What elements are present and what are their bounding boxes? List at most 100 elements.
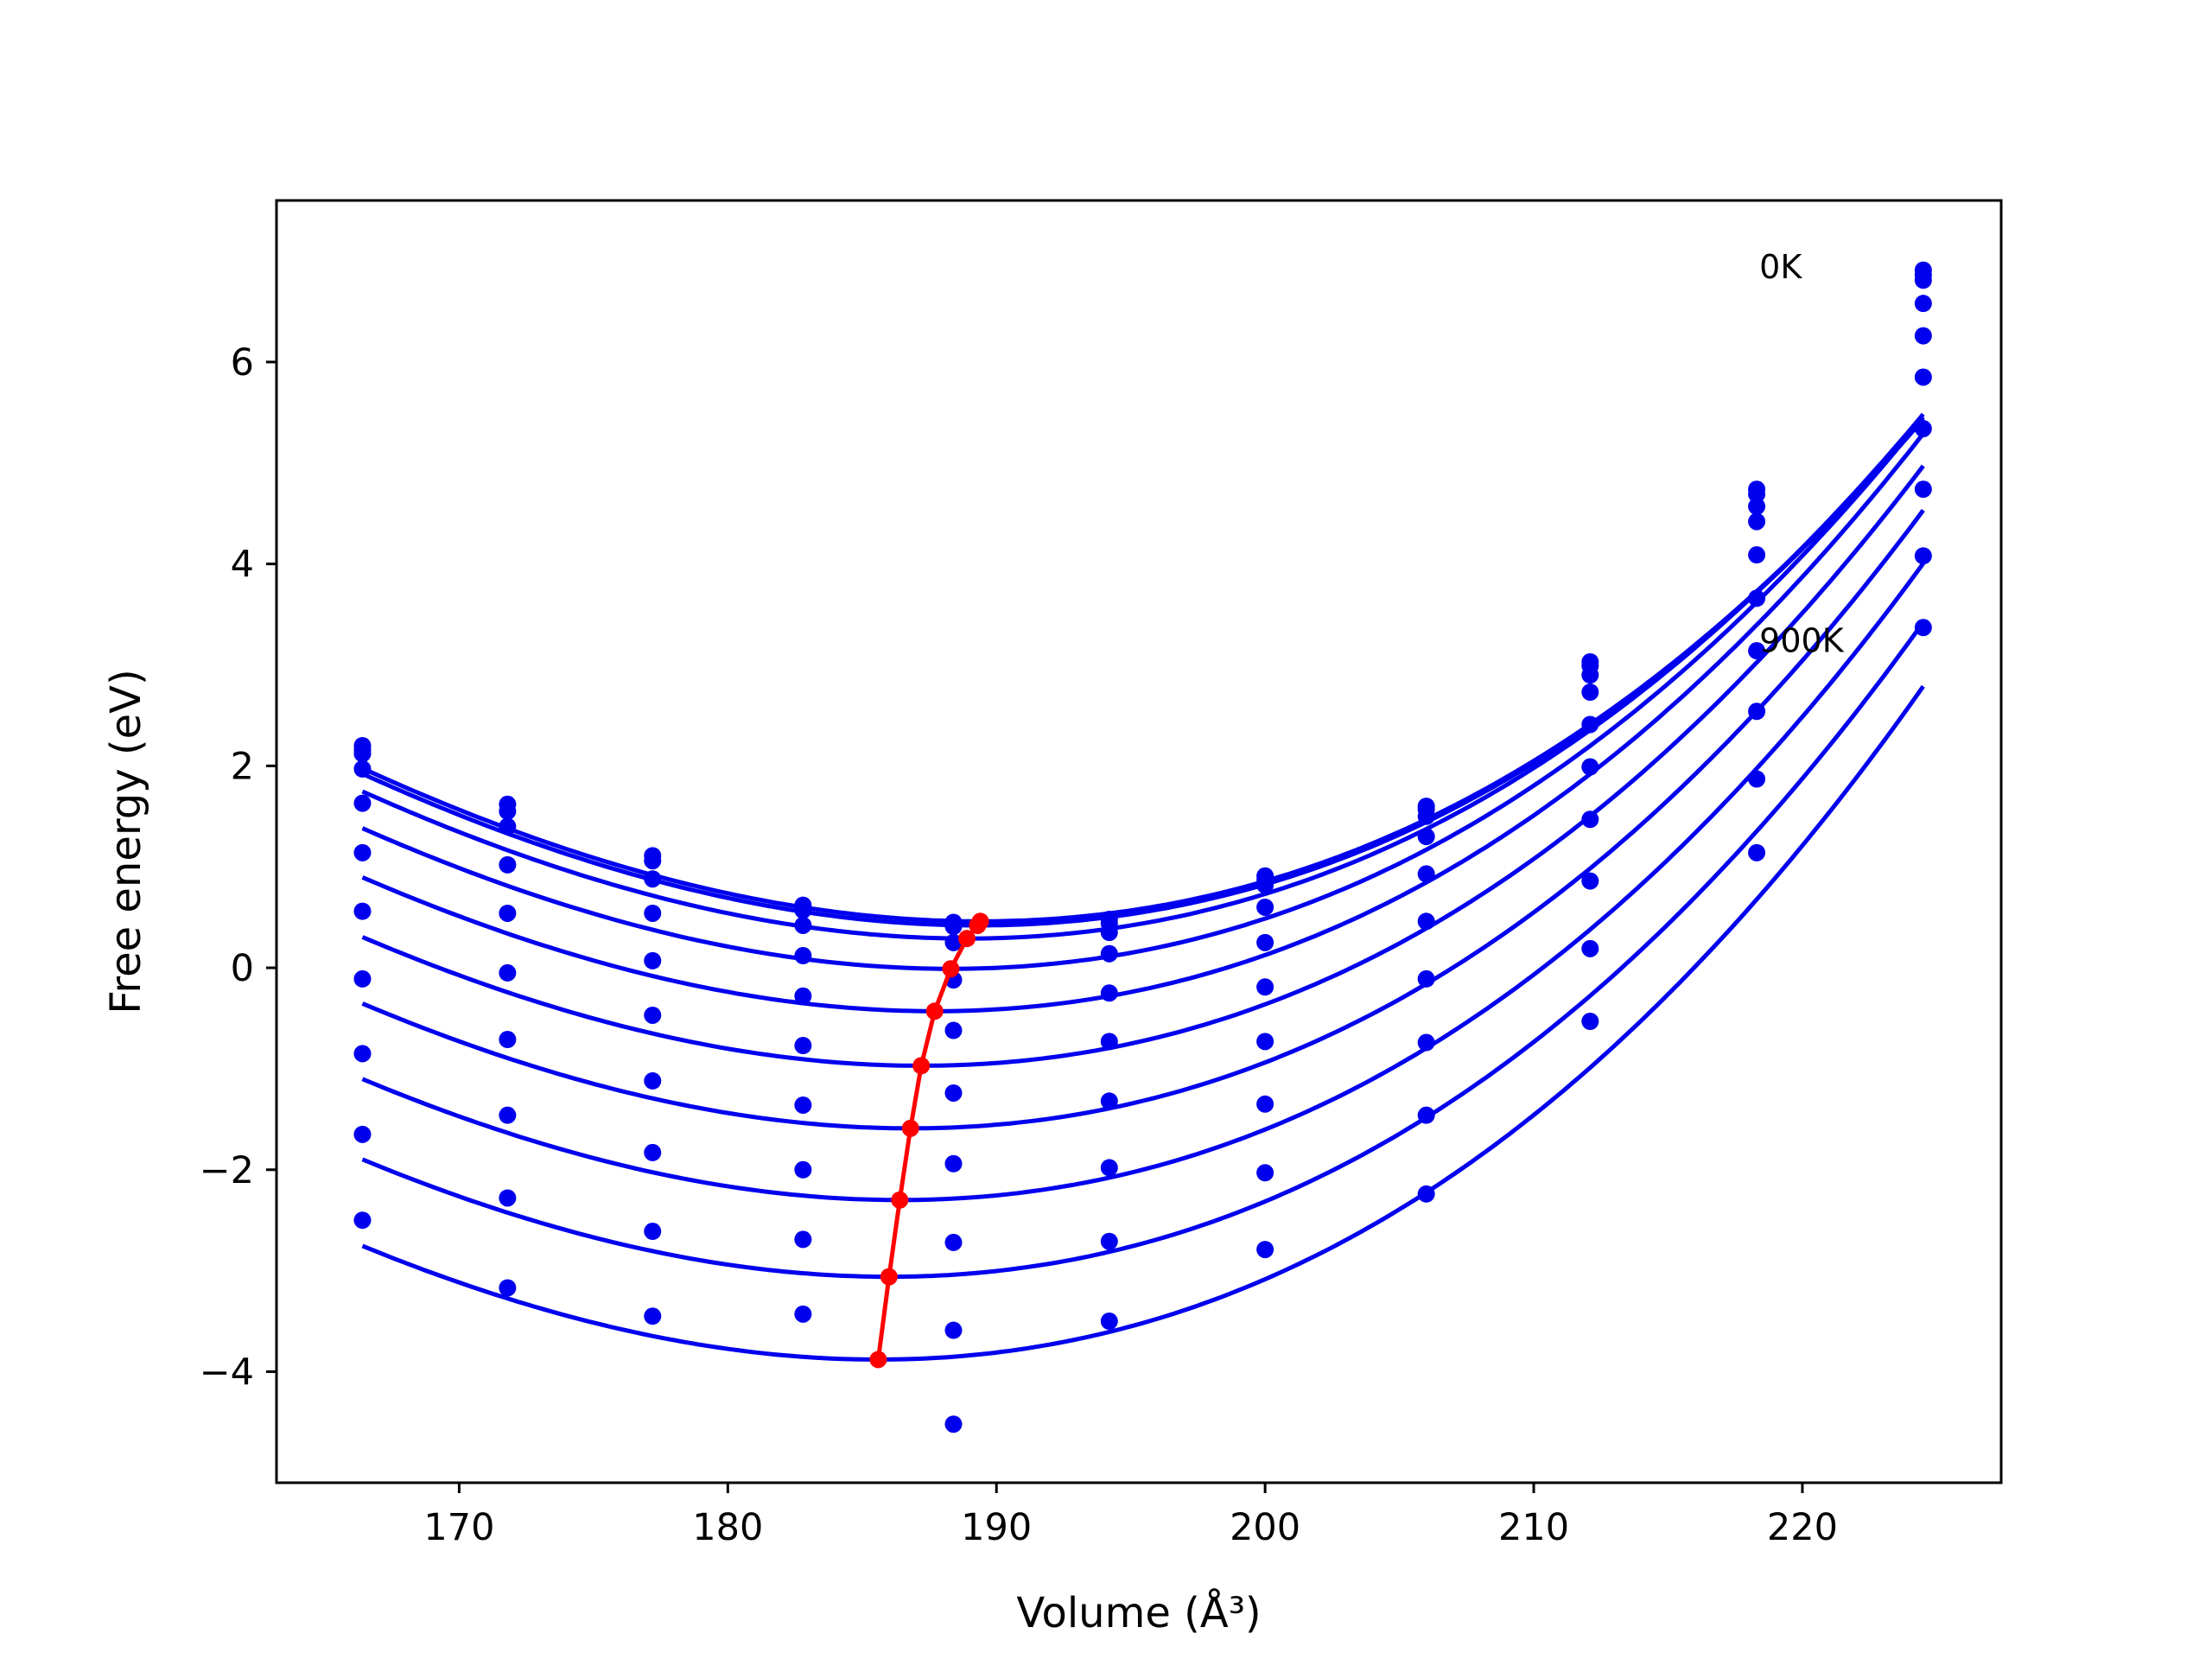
data-point (1256, 978, 1274, 996)
data-point (499, 963, 517, 982)
data-point (794, 1037, 812, 1055)
data-point (1581, 758, 1599, 776)
data-point (644, 1143, 662, 1161)
minimum-point (880, 1268, 898, 1286)
data-point (1417, 969, 1435, 988)
fit-curve-0 (361, 417, 1925, 924)
data-point (1417, 1185, 1435, 1203)
data-point (353, 1125, 372, 1143)
data-point (944, 1415, 963, 1433)
x-axis: 170 180 190 200 210 220 (423, 1483, 1838, 1549)
data-point (944, 918, 963, 936)
minimum-point (891, 1191, 909, 1209)
data-point (353, 760, 372, 778)
data-point (1914, 547, 1932, 565)
data-point (1748, 843, 1766, 861)
data-point (1914, 327, 1932, 345)
x-tick-label: 210 (1498, 1506, 1569, 1549)
annotation-900k: 900K (1759, 621, 1845, 659)
data-point (1748, 512, 1766, 531)
minimum-point (901, 1119, 919, 1137)
data-point (1256, 1241, 1274, 1259)
data-point (1914, 619, 1932, 637)
data-point (499, 1189, 517, 1207)
fit-curve-2 (361, 412, 1925, 941)
data-point (944, 1233, 963, 1251)
data-point (794, 1160, 812, 1179)
data-point (1100, 1033, 1118, 1051)
y-tick-label: −2 (200, 1149, 254, 1192)
data-point (1581, 666, 1599, 684)
data-point (353, 794, 372, 812)
minimum-point (958, 930, 976, 948)
y-tick-label: −4 (200, 1351, 254, 1394)
data-point (1914, 420, 1932, 438)
x-tick-label: 180 (692, 1506, 763, 1549)
data-point (644, 1307, 662, 1325)
y-tick-label: 4 (231, 543, 254, 587)
data-point (644, 904, 662, 922)
minimum-point (925, 1002, 944, 1020)
data-point (499, 1106, 517, 1124)
data-point (944, 1021, 963, 1039)
y-axis: −4 −2 0 2 4 6 (200, 341, 276, 1394)
data-point (1256, 1033, 1274, 1051)
minimum-point (942, 960, 960, 978)
data-point (1748, 642, 1766, 660)
data-point (1100, 1313, 1118, 1331)
minimum-point (869, 1351, 887, 1369)
data-point (499, 817, 517, 836)
data-point (1581, 715, 1599, 734)
data-point (1748, 589, 1766, 607)
data-point (1417, 807, 1435, 825)
data-point (1914, 368, 1932, 386)
plot-content (353, 261, 1932, 1433)
data-point (944, 933, 963, 951)
x-tick-label: 170 (423, 1506, 494, 1549)
y-tick-label: 0 (231, 947, 254, 990)
data-point (1417, 828, 1435, 846)
data-point (353, 843, 372, 861)
fit-curve-8 (361, 620, 1925, 1280)
data-point (499, 802, 517, 820)
data-point (644, 951, 662, 969)
data-point (353, 1211, 372, 1230)
fit-curve-9 (361, 684, 1925, 1362)
fit-curve-5 (361, 464, 1925, 1068)
x-axis-title: Volume (Å³) (1016, 1588, 1261, 1637)
data-point (353, 902, 372, 920)
data-point (1100, 1232, 1118, 1250)
data-point (1100, 944, 1118, 963)
data-point (499, 1031, 517, 1049)
data-point (644, 1071, 662, 1090)
data-point (1748, 770, 1766, 788)
data-point (1581, 810, 1599, 829)
data-point (1256, 876, 1274, 894)
data-point (1914, 480, 1932, 499)
minimum-point (969, 916, 987, 934)
data-point (944, 1154, 963, 1173)
x-tick-label: 200 (1230, 1506, 1300, 1549)
data-point (1748, 702, 1766, 721)
data-point (1581, 683, 1599, 702)
fit-curve-7 (361, 562, 1925, 1203)
data-point (1100, 924, 1118, 942)
data-point (1256, 1095, 1274, 1113)
plot-frame (275, 199, 2003, 1484)
data-point (1914, 295, 1932, 313)
data-point (1581, 939, 1599, 957)
data-point (353, 745, 372, 763)
data-point (1748, 546, 1766, 564)
data-point (1748, 486, 1766, 504)
data-point (1748, 498, 1766, 516)
data-point (1914, 271, 1932, 289)
data-point (644, 1223, 662, 1241)
data-point (644, 1006, 662, 1024)
data-point (353, 969, 372, 988)
annotation-0k: 0K (1759, 248, 1802, 286)
data-point (1256, 898, 1274, 916)
fit-curve-4 (361, 432, 1925, 1014)
y-axis-title: Free energy (eV) (102, 669, 150, 1014)
data-point (1417, 865, 1435, 883)
